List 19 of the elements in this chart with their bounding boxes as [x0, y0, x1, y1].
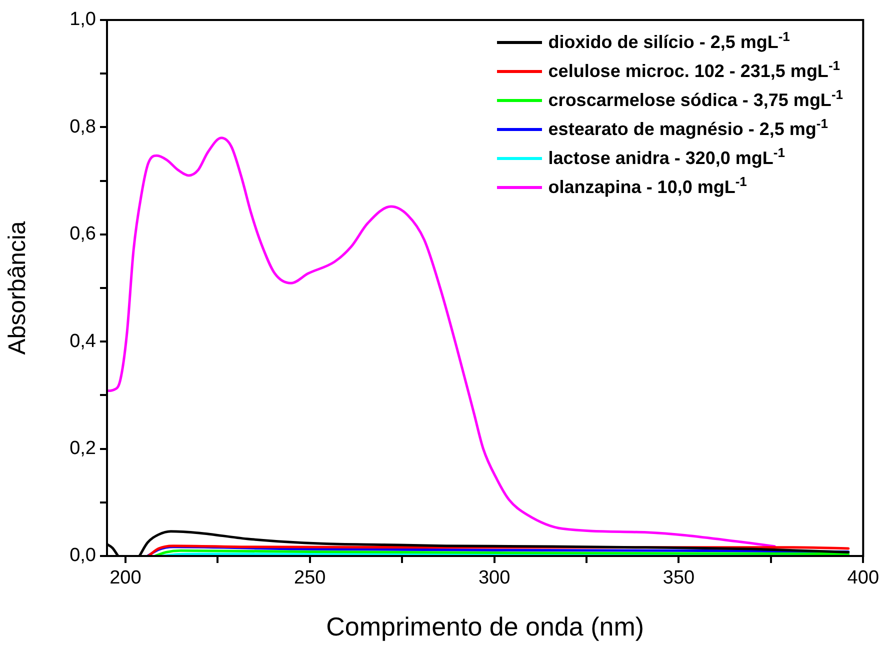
- y-tick-label: 0,4: [70, 330, 96, 352]
- y-tick-label: 0,6: [70, 224, 96, 245]
- legend-label: croscarmelose sódica - 3,75 mgL$^{-1}$: [548, 87, 843, 111]
- x-tick-label: 250: [294, 568, 326, 589]
- legend-label: lactose anidra - 320,0 mgL$^{-1}$: [548, 145, 785, 169]
- x-tick-label: 400: [847, 568, 879, 589]
- y-tick-label: 0,2: [70, 438, 96, 460]
- y-tick-label: 0,8: [70, 116, 96, 138]
- x-tick-label: 350: [662, 568, 695, 589]
- x-tick-label: 200: [110, 568, 142, 589]
- legend-label: estearato de magnésio - 2,5 mg$^{-1}$: [548, 116, 828, 140]
- x-axis-title: Comprimento de onda (nm): [326, 612, 644, 642]
- x-tick-label: 300: [478, 568, 510, 589]
- y-tick-label: 0,0: [70, 545, 96, 566]
- y-axis-title: Absorbância: [4, 220, 32, 355]
- legend-label: dioxido de silício - 2,5 mgL$^{-1}$: [548, 29, 790, 53]
- legend-label: olanzapina - 10,0 mgL$^{-1}$: [548, 174, 747, 198]
- y-tick-label: 1,0: [70, 9, 96, 30]
- legend-label: celulose microc. 102 - 231,5 mgL$^{-1}$: [548, 58, 840, 82]
